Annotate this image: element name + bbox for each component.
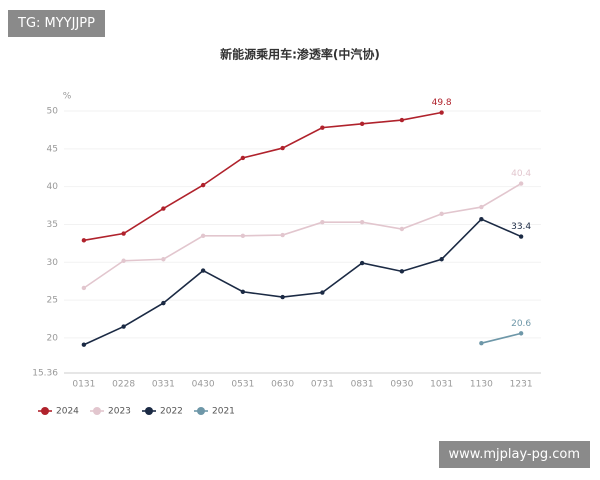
x-tick-label: 1231 — [510, 380, 533, 390]
y-axis-label: % — [63, 92, 72, 102]
x-tick-label: 0331 — [152, 380, 175, 390]
y-tick-label: 15.36 — [32, 369, 58, 379]
series-line — [83, 218, 522, 346]
y-tick-label: 25 — [47, 296, 58, 306]
value-label: 20.6 — [511, 319, 531, 329]
data-point — [81, 342, 87, 347]
legend-swatch — [93, 407, 101, 415]
series-line — [481, 332, 522, 344]
y-tick-label: 20 — [47, 333, 59, 343]
data-point — [518, 181, 524, 186]
y-tick-label: 35 — [47, 220, 58, 230]
data-point — [399, 269, 405, 274]
data-point — [240, 155, 246, 161]
data-point — [439, 110, 444, 115]
data-point — [280, 232, 285, 238]
data-point — [81, 238, 87, 243]
legend-swatch — [145, 407, 153, 415]
data-point — [280, 145, 285, 151]
data-point — [320, 219, 325, 225]
data-point — [161, 206, 166, 211]
x-tick-label: 0430 — [192, 380, 215, 390]
watermark: TG: MYYJJPP — [8, 10, 105, 37]
x-tick-label: 1031 — [430, 380, 453, 390]
chart-title: 新能源乘用车:渗透率(中汽协) — [220, 47, 380, 62]
y-tick-label: 50 — [47, 107, 59, 117]
x-tick-label: 0831 — [351, 380, 374, 390]
data-point — [439, 211, 444, 217]
data-point — [479, 340, 484, 346]
series-line — [83, 111, 442, 242]
data-point — [161, 300, 166, 306]
legend-swatch — [41, 407, 49, 415]
data-point — [359, 260, 365, 266]
value-label: 49.8 — [432, 98, 452, 108]
data-point — [518, 331, 524, 336]
data-point — [121, 231, 126, 236]
x-tick-label: 0228 — [112, 380, 135, 390]
legend-swatch — [197, 407, 205, 415]
x-tick-label: 0531 — [231, 380, 254, 390]
legend-label: 2024 — [56, 407, 79, 417]
legend-label: 2023 — [108, 407, 131, 417]
data-point — [200, 268, 206, 273]
data-point — [479, 216, 484, 222]
data-point — [200, 233, 206, 238]
data-point — [518, 234, 524, 239]
data-point — [81, 285, 87, 291]
value-label: 40.4 — [511, 169, 531, 179]
data-point — [359, 219, 365, 225]
x-tick-label: 1130 — [470, 380, 493, 390]
series-line — [83, 182, 522, 289]
data-point — [399, 226, 405, 232]
watermark: www.mjplay-pg.com — [438, 441, 590, 468]
value-label: 33.4 — [511, 222, 531, 232]
data-point — [359, 121, 365, 127]
data-point — [320, 125, 325, 130]
x-tick-label: 0131 — [72, 380, 95, 390]
data-point — [479, 204, 484, 210]
data-point — [121, 324, 126, 329]
data-point — [161, 257, 166, 262]
data-point — [240, 289, 246, 294]
x-tick-label: 0930 — [390, 380, 413, 390]
data-point — [121, 258, 126, 263]
data-point — [200, 182, 206, 188]
y-tick-label: 40 — [47, 182, 59, 192]
x-tick-label: 0731 — [311, 380, 334, 390]
data-point — [399, 117, 405, 123]
x-tick-label: 0630 — [271, 380, 294, 390]
legend-label: 2022 — [160, 407, 183, 417]
data-point — [439, 257, 444, 262]
data-point — [280, 294, 285, 300]
y-tick-label: 45 — [47, 144, 58, 154]
data-point — [240, 233, 246, 238]
legend-label: 2021 — [212, 407, 235, 417]
y-tick-label: 30 — [47, 258, 59, 268]
data-point — [320, 290, 325, 295]
